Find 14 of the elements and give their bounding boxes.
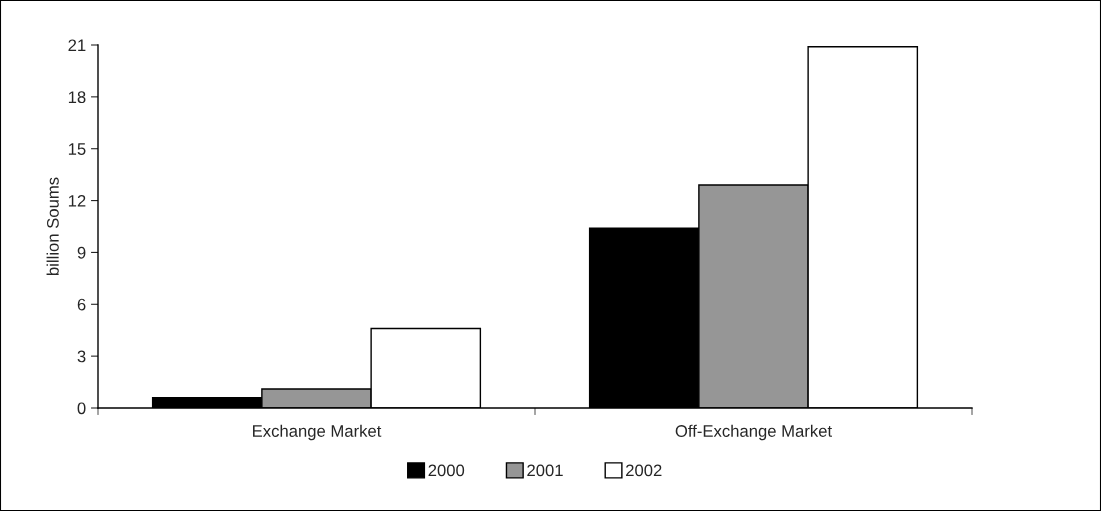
- x-tick-label: Exchange Market: [253, 424, 382, 441]
- x-tick-label: Off-Exchange Market: [675, 424, 832, 441]
- y-tick-label: 18: [68, 91, 86, 104]
- y-tick-label: 15: [68, 143, 86, 155]
- legend-label: 2002: [626, 464, 662, 477]
- y-axis-title: billion Soums: [46, 177, 59, 275]
- y-tick-label: 6: [77, 298, 86, 311]
- legend-label: 2000: [428, 464, 465, 477]
- legend-label: 2001: [527, 464, 563, 477]
- y-tick-label: 3: [77, 350, 86, 363]
- y-tick-label: 12: [68, 194, 86, 207]
- y-tick-label: 9: [77, 246, 86, 259]
- y-tick-label: 0: [77, 402, 86, 415]
- y-tick-label: 21: [68, 39, 86, 52]
